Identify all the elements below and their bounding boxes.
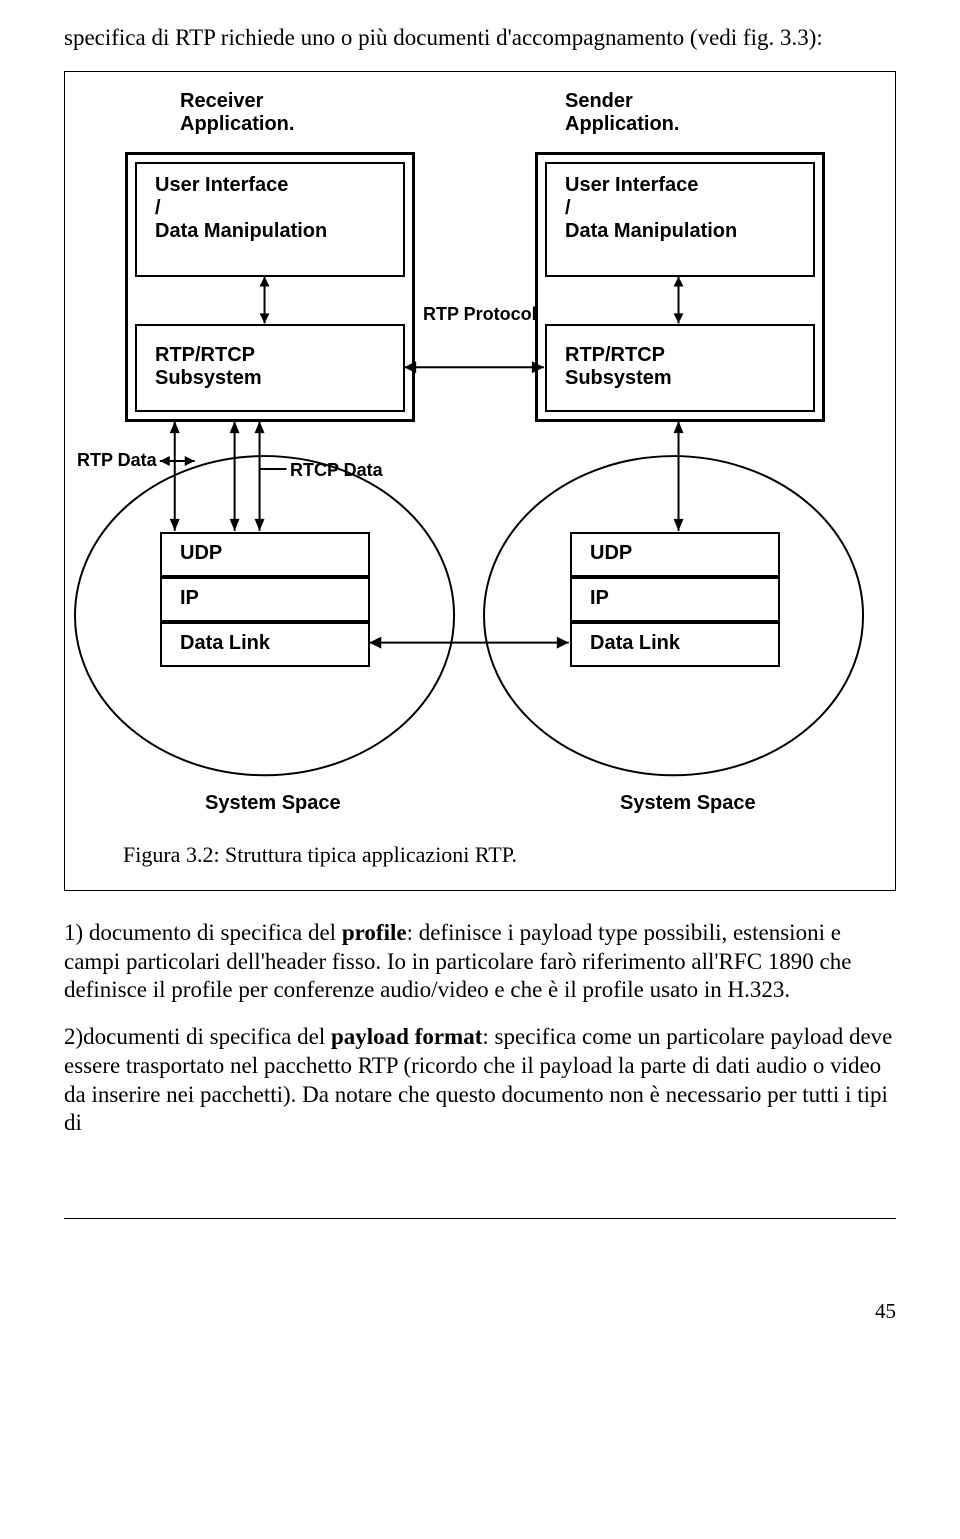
footer-rule [64,1218,896,1219]
receiver-ip-label: IP [180,587,199,610]
section2-prefix: 2)documenti di specifica del [64,1024,331,1049]
sender-system-space-label: System Space [620,792,756,815]
sender-datalink-label: Data Link [590,632,680,655]
sender-rtp-label: RTP/RTCP Subsystem [565,344,672,390]
section-1-paragraph: 1) documento di specifica del profile: d… [64,919,896,1005]
rtp-protocol-label: RTP Protocol [423,304,537,325]
receiver-ui-label: User Interface / Data Manipulation [155,174,327,243]
receiver-datalink-label: Data Link [180,632,270,655]
diagram-caption: Figura 3.2: Struttura tipica applicazion… [123,842,517,868]
receiver-udp-label: UDP [180,542,222,565]
sender-ip-label: IP [590,587,609,610]
sender-ui-label: User Interface / Data Manipulation [565,174,737,243]
rtp-architecture-diagram: Receiver Application. Sender Application… [64,71,896,891]
receiver-app-title: Receiver Application. [180,90,294,136]
receiver-rtp-label: RTP/RTCP Subsystem [155,344,262,390]
rtp-data-label: RTP Data [77,450,157,471]
intro-paragraph: specifica di RTP richiede uno o più docu… [64,24,896,53]
rtcp-data-label: RTCP Data [290,460,383,481]
section1-bold: profile [342,920,407,945]
sender-udp-label: UDP [590,542,632,565]
receiver-system-space-label: System Space [205,792,341,815]
sender-app-title: Sender Application. [565,90,679,136]
section2-bold: payload format [331,1024,482,1049]
section-2-paragraph: 2)documenti di specifica del payload for… [64,1023,896,1138]
page-number: 45 [64,1299,896,1324]
section1-prefix: 1) documento di specifica del [64,920,342,945]
